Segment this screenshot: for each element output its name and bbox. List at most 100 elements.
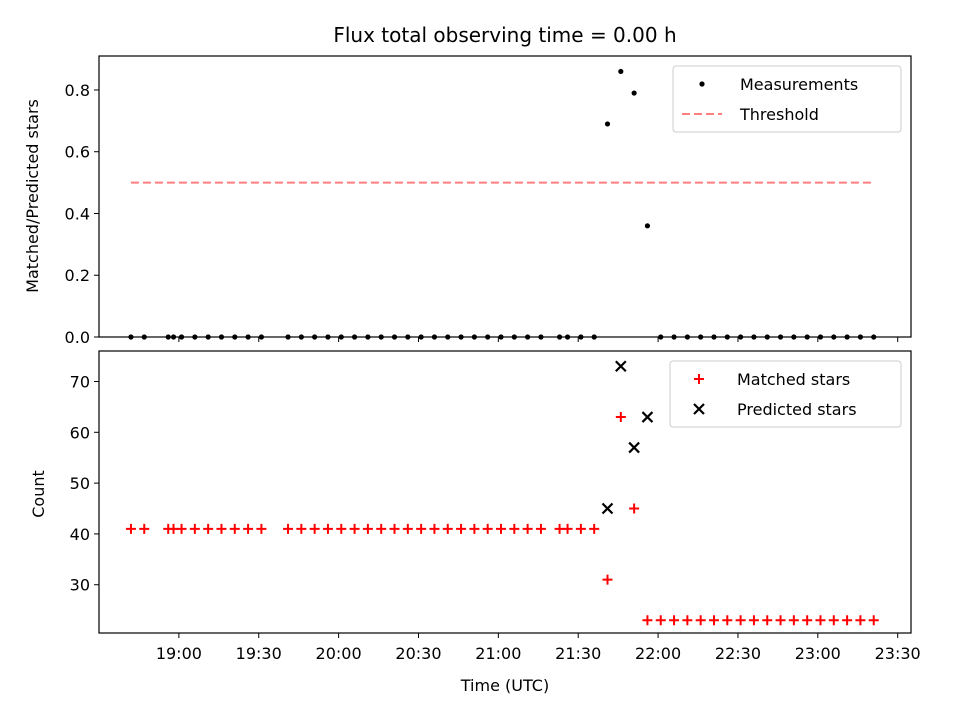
matched-star-point (748, 615, 759, 626)
matched-star-point (762, 615, 773, 626)
matched-star-point (176, 523, 187, 534)
matched-star-point (402, 523, 413, 534)
predicted-star-point (628, 441, 640, 454)
matched-star-point (509, 523, 520, 534)
x-tick-label: 22:00 (635, 644, 681, 663)
measurement-point (631, 90, 637, 96)
matched-star-point (855, 615, 866, 626)
matched-star-point (708, 615, 719, 626)
matched-star-point (615, 412, 626, 423)
matched-star-point (695, 615, 706, 626)
top-y-tick-label: 0.2 (65, 266, 90, 285)
x-axis-label: Time (UTC) (460, 676, 549, 695)
x-tick-label: 23:00 (795, 644, 841, 663)
bottom-panel: 19:00 19:30 20:00 20:30 21:00 21:30 22:00 22:30… (70, 350, 921, 663)
legend-entry-label: Matched stars (737, 370, 850, 389)
bottom-y-tick-label: 40 (70, 525, 90, 544)
legend-predicted-marker (693, 403, 705, 415)
chart-title: Flux total observing time = 0.00 h (333, 23, 676, 47)
matched-star-point (456, 523, 467, 534)
top-legend: Measurements Threshold (672, 65, 902, 133)
matched-star-point (868, 615, 879, 626)
matched-star-point (362, 523, 373, 534)
matched-star-point (669, 615, 680, 626)
top-y-axis-label: Matched/Predicted stars (23, 99, 42, 293)
matched-star-point (416, 523, 427, 534)
matched-star-point (562, 523, 573, 534)
matched-star-point (735, 615, 746, 626)
matched-star-point (296, 523, 307, 534)
matched-star-point (389, 523, 400, 534)
matched-star-point (642, 615, 653, 626)
x-tick-label: 19:30 (236, 644, 282, 663)
matched-star-point (139, 523, 150, 534)
top-panel: 0.0 0.2 0.4 0.6 0.8 Measurements Threshold (65, 55, 912, 347)
matched-star-point (322, 523, 333, 534)
predicted-star-point (601, 502, 614, 515)
x-tick-label: 21:00 (475, 644, 521, 663)
matched-star-point (283, 523, 294, 534)
matched-star-point (775, 615, 786, 626)
bottom-y-tick-label: 30 (70, 576, 90, 595)
matched-star-point (482, 523, 493, 534)
matched-star-point (788, 615, 799, 626)
legend-matched-marker (694, 374, 704, 384)
bottom-y-axis-label: Count (29, 470, 48, 518)
x-tick-label: 21:30 (555, 644, 601, 663)
matched-star-point (336, 523, 347, 534)
matched-star-point (229, 523, 240, 534)
matched-star-point (815, 615, 826, 626)
bottom-y-tick-label: 50 (70, 474, 90, 493)
matched-star-point (496, 523, 507, 534)
matched-star-point (309, 523, 320, 534)
x-tick-label: 20:00 (316, 644, 362, 663)
matched-star-point (842, 615, 853, 626)
x-tick-label: 20:30 (395, 644, 441, 663)
bottom-y-tick-label: 70 (70, 372, 90, 391)
matched-star-point (442, 523, 453, 534)
matched-star-point (589, 523, 600, 534)
matched-star-point (629, 503, 640, 514)
top-y-tick-label: 0.0 (65, 328, 90, 347)
matched-star-point (429, 523, 440, 534)
top-y-tick-label: 0.8 (65, 81, 90, 100)
matched-star-point (243, 523, 254, 534)
top-y-tick-label: 0.6 (65, 143, 90, 162)
matched-star-point (722, 615, 733, 626)
matched-star-point (828, 615, 839, 626)
legend-entry-label: Threshold (739, 105, 819, 124)
matched-star-point (125, 523, 136, 534)
matched-star-point (216, 523, 227, 534)
matched-star-point (376, 523, 387, 534)
matched-star-point (535, 523, 546, 534)
matched-star-point (469, 523, 480, 534)
top-y-tick-label: 0.4 (65, 204, 90, 223)
matched-star-point (655, 615, 666, 626)
x-tick-label: 19:00 (156, 644, 202, 663)
predicted-star-point (641, 411, 654, 423)
matched-star-point (189, 523, 200, 534)
measurement-point (618, 68, 624, 75)
matched-star-point (575, 523, 586, 534)
legend-entry-label: Predicted stars (737, 400, 857, 419)
measurement-point (644, 223, 651, 229)
legend-entry-label: Measurements (740, 75, 858, 94)
matched-star-point (203, 523, 214, 534)
bottom-axes-frame (98, 350, 912, 634)
matched-star-point (256, 523, 267, 534)
predicted-star-point (615, 360, 627, 373)
bottom-y-tick-label: 60 (70, 423, 90, 442)
top-legend-box (672, 65, 902, 133)
bottom-legend-box (669, 360, 902, 428)
matched-star-point (522, 523, 533, 534)
measurement-point (604, 121, 611, 127)
matched-star-point (349, 523, 360, 534)
x-tick-label: 23:30 (875, 644, 921, 663)
x-tick-label: 22:30 (715, 644, 761, 663)
matched-star-point (682, 615, 693, 626)
legend-measurement-marker (699, 81, 705, 87)
matched-star-point (802, 615, 813, 626)
bottom-legend: Matched stars Predicted stars (669, 360, 902, 428)
top-axes-frame (98, 55, 912, 338)
